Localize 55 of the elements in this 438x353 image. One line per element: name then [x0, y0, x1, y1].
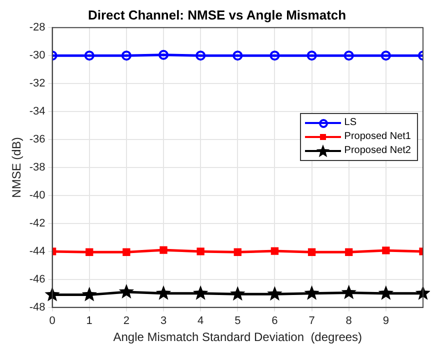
y-tick-label: -40: [29, 190, 46, 202]
point: [415, 285, 430, 300]
x-tick-label: 3: [160, 315, 167, 328]
point: [158, 50, 169, 60]
point: [345, 248, 353, 256]
y-tick-label: -30: [29, 50, 46, 62]
point: [121, 50, 132, 61]
x-tick-label: 4: [198, 315, 204, 328]
x-tick-label: 1: [86, 315, 92, 328]
y-tick-label: -36: [29, 134, 46, 146]
point: [344, 50, 354, 61]
point: [196, 248, 204, 256]
y-tick-label: -38: [29, 162, 46, 174]
point: [82, 286, 97, 302]
y-axis-title: NMSE (dB): [10, 137, 24, 198]
point: [232, 50, 243, 61]
point: [380, 50, 391, 61]
x-tick-label: 7: [308, 315, 315, 328]
point: [382, 246, 390, 254]
point: [306, 50, 317, 61]
point: [270, 247, 279, 255]
legend-label: LS: [344, 116, 357, 130]
point: [86, 248, 94, 256]
point: [192, 285, 208, 300]
x-tick-label: 8: [346, 315, 352, 328]
point: [160, 246, 168, 254]
y-tick-label: -44: [29, 245, 46, 258]
chart-title: Direct Channel: NMSE vs Angle Mismatch: [88, 7, 346, 22]
x-tick-label: 2: [123, 315, 130, 328]
y-tick-label: -42: [29, 217, 46, 230]
point: [270, 50, 280, 61]
point: [230, 286, 246, 301]
point: [196, 50, 206, 61]
point: [267, 286, 282, 301]
x-tick-label: 9: [382, 315, 389, 328]
y-tick-label: -46: [29, 273, 46, 286]
y-tick-label: -28: [29, 22, 46, 34]
point: [118, 284, 134, 298]
x-axis-title: Angle Mismatch Standard Deviation (degrees): [113, 330, 362, 344]
point: [122, 248, 130, 256]
point: [378, 285, 394, 300]
x-tick-label: 6: [272, 315, 278, 328]
y-tick-label: -34: [29, 106, 46, 118]
point: [341, 284, 356, 300]
y-tick-label: -48: [29, 301, 46, 314]
point: [234, 248, 242, 256]
point: [304, 285, 320, 300]
point: [308, 248, 316, 256]
x-tick-label: 5: [234, 315, 241, 328]
legend-label: Proposed Net1: [344, 130, 411, 144]
point: [84, 50, 94, 61]
legend-label: Proposed Net2: [344, 144, 411, 158]
x-tick-label: 0: [49, 315, 56, 328]
y-tick-label: -32: [29, 78, 46, 90]
point: [156, 285, 172, 300]
